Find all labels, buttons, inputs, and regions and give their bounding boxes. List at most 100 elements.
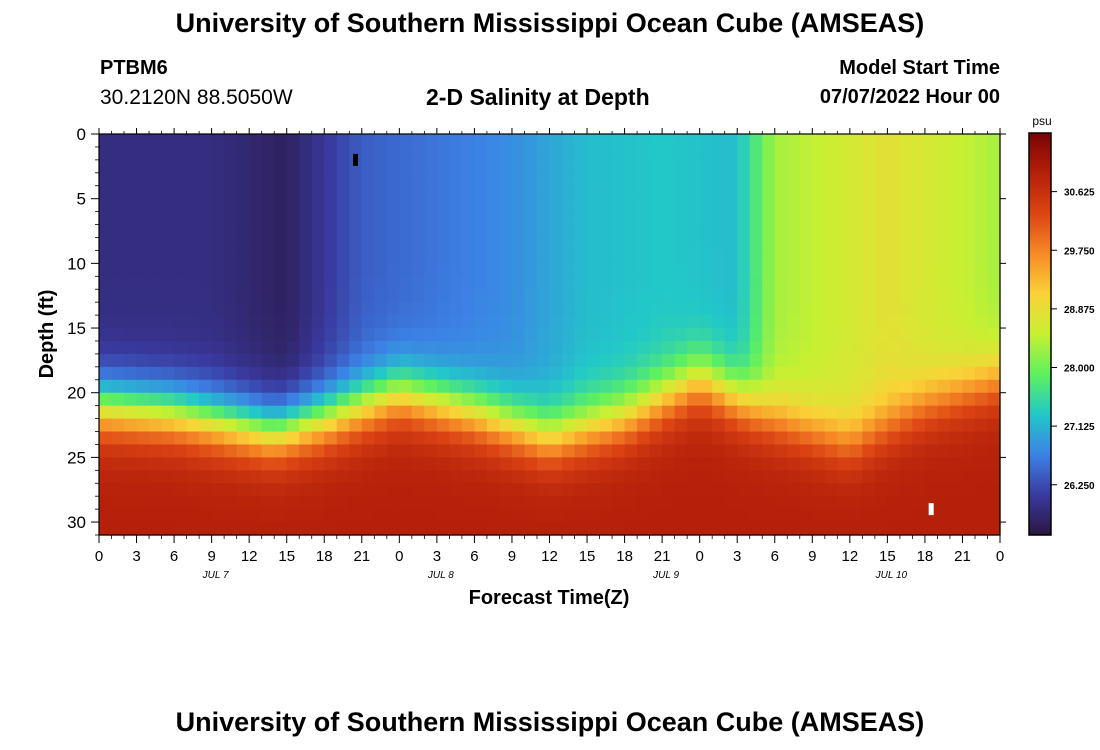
heatmap-cell: [149, 379, 163, 394]
heatmap-cell: [812, 159, 826, 174]
heatmap-cell: [637, 379, 651, 394]
heatmap-cell: [674, 237, 688, 252]
heatmap-cell: [724, 379, 738, 394]
heatmap-cell: [824, 483, 838, 497]
heatmap-cell: [361, 289, 375, 303]
heatmap-cell: [662, 172, 676, 187]
heatmap-cell: [199, 483, 213, 497]
heatmap-cell: [874, 444, 888, 458]
heatmap-cell: [186, 496, 200, 510]
heatmap-cell: [837, 522, 851, 536]
heatmap-cell: [612, 172, 626, 187]
heatmap-cell: [424, 496, 438, 510]
heatmap-cell: [99, 496, 113, 510]
heatmap-cell: [849, 457, 863, 471]
heatmap-cell: [987, 405, 1001, 420]
heatmap-cell: [511, 302, 526, 316]
heatmap-cell: [386, 431, 400, 446]
heatmap-cell: [549, 159, 563, 174]
heatmap-cell: [286, 134, 300, 148]
heatmap-cell: [912, 340, 926, 355]
heatmap-cell: [386, 289, 400, 303]
heatmap-cell: [249, 211, 263, 226]
heatmap-cell: [849, 340, 863, 355]
heatmap-cell: [536, 302, 551, 316]
heatmap-cell: [887, 483, 901, 497]
heatmap-cell: [474, 496, 488, 510]
heatmap-cell: [799, 522, 813, 536]
heatmap-cell: [411, 198, 425, 213]
heatmap-cell: [937, 418, 951, 433]
heatmap-cell: [787, 289, 801, 303]
heatmap-cell: [199, 392, 213, 407]
heatmap-cell: [311, 302, 325, 316]
heatmap-cell: [824, 405, 838, 420]
heatmap-cell: [199, 509, 213, 523]
heatmap-cell: [486, 379, 501, 394]
heatmap-cell: [687, 444, 701, 458]
heatmap-cell: [286, 172, 300, 187]
heatmap-cell: [199, 405, 213, 420]
heatmap-cell: [549, 263, 563, 277]
heatmap-cell: [849, 237, 863, 252]
heatmap-cell: [624, 198, 638, 213]
heatmap-cell: [587, 263, 601, 277]
heatmap-cell: [411, 237, 425, 252]
heatmap-cell: [386, 522, 400, 536]
heatmap-cell: [924, 185, 939, 200]
heatmap-cell: [474, 134, 488, 148]
heatmap-cell: [149, 431, 163, 446]
heatmap-cell: [111, 340, 125, 355]
heatmap-cell: [962, 172, 976, 187]
heatmap-cell: [737, 444, 751, 458]
heatmap-cell: [974, 483, 989, 497]
heatmap-cell: [562, 237, 576, 252]
heatmap-cell: [211, 263, 225, 277]
heatmap-cell: [186, 509, 200, 523]
heatmap-cell: [799, 392, 813, 407]
heatmap-cell: [174, 340, 188, 355]
heatmap-cell: [874, 509, 888, 523]
heatmap-cell: [699, 172, 713, 187]
heatmap-cell: [637, 211, 651, 226]
heatmap-cell: [574, 457, 588, 471]
heatmap-cell: [649, 457, 663, 471]
heatmap-cell: [161, 315, 175, 329]
heatmap-cell: [949, 379, 964, 394]
heatmap-cell: [587, 289, 601, 303]
heatmap-cell: [849, 224, 863, 239]
heatmap-cell: [912, 250, 926, 264]
heatmap-cell: [336, 444, 350, 458]
heatmap-cell: [649, 185, 663, 200]
heatmap-cell: [224, 211, 238, 226]
heatmap-cell: [374, 444, 388, 458]
heatmap-cell: [461, 263, 476, 277]
heatmap-cell: [161, 172, 175, 187]
heatmap-cell: [724, 134, 738, 148]
heatmap-cell: [849, 185, 863, 200]
heatmap-cell: [374, 340, 388, 355]
heatmap-cell: [224, 276, 238, 290]
heatmap-cell: [587, 159, 601, 174]
heatmap-cell: [236, 211, 250, 226]
heatmap-cell: [99, 392, 113, 407]
heatmap-cell: [249, 366, 263, 381]
heatmap-cell: [524, 379, 538, 394]
heatmap-cell: [399, 522, 413, 536]
heatmap-cell: [849, 483, 863, 497]
heatmap-cell: [824, 159, 838, 174]
heatmap-cell: [361, 250, 375, 264]
heatmap-cell: [511, 340, 526, 355]
heatmap-cell: [174, 302, 188, 316]
heatmap-cell: [349, 522, 363, 536]
heatmap-cell: [862, 134, 876, 148]
heatmap-cell: [111, 483, 125, 497]
heatmap-cell: [161, 224, 175, 239]
heatmap-cell: [399, 483, 413, 497]
heatmap-cell: [824, 522, 838, 536]
heatmap-cell: [374, 211, 388, 226]
heatmap-cell: [587, 470, 601, 484]
heatmap-cell: [599, 522, 613, 536]
heatmap-cell: [499, 237, 513, 252]
heatmap-cell: [361, 522, 375, 536]
